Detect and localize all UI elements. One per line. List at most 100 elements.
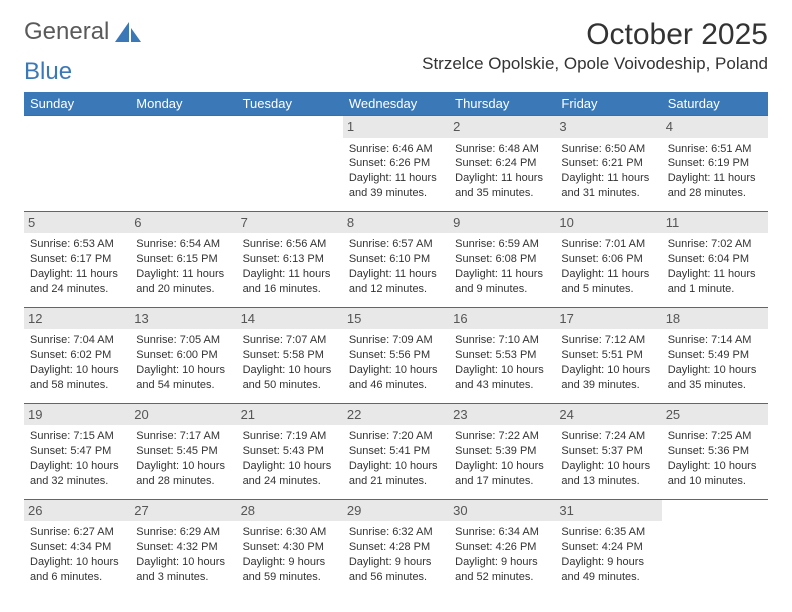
daylight-text: Daylight: 11 hours and 28 minutes. xyxy=(668,171,762,201)
sunrise-text: Sunrise: 6:34 AM xyxy=(455,525,549,540)
sunrise-text: Sunrise: 7:04 AM xyxy=(30,333,124,348)
daylight-text: Daylight: 10 hours and 39 minutes. xyxy=(561,363,655,393)
sunset-text: Sunset: 6:17 PM xyxy=(30,252,124,267)
daylight-text: Daylight: 10 hours and 35 minutes. xyxy=(668,363,762,393)
page-title: October 2025 xyxy=(422,18,768,52)
sunrise-text: Sunrise: 6:27 AM xyxy=(30,525,124,540)
calendar-cell: 18Sunrise: 7:14 AMSunset: 5:49 PMDayligh… xyxy=(662,307,768,403)
calendar-cell: 22Sunrise: 7:20 AMSunset: 5:41 PMDayligh… xyxy=(343,403,449,499)
day-number: 25 xyxy=(662,404,768,426)
calendar-cell: 4Sunrise: 6:51 AMSunset: 6:19 PMDaylight… xyxy=(662,116,768,212)
daylight-text: Daylight: 11 hours and 9 minutes. xyxy=(455,267,549,297)
sunrise-text: Sunrise: 6:35 AM xyxy=(561,525,655,540)
calendar-cell: 15Sunrise: 7:09 AMSunset: 5:56 PMDayligh… xyxy=(343,307,449,403)
day-number: 10 xyxy=(555,212,661,234)
day-number: 23 xyxy=(449,404,555,426)
calendar-cell: 31Sunrise: 6:35 AMSunset: 4:24 PMDayligh… xyxy=(555,499,661,594)
sunrise-text: Sunrise: 6:30 AM xyxy=(243,525,337,540)
day-header: Thursday xyxy=(449,92,555,116)
sunset-text: Sunset: 4:28 PM xyxy=(349,540,443,555)
day-number: 5 xyxy=(24,212,130,234)
sunset-text: Sunset: 5:41 PM xyxy=(349,444,443,459)
daylight-text: Daylight: 9 hours and 52 minutes. xyxy=(455,555,549,585)
daylight-text: Daylight: 11 hours and 12 minutes. xyxy=(349,267,443,297)
calendar-cell: 29Sunrise: 6:32 AMSunset: 4:28 PMDayligh… xyxy=(343,499,449,594)
daylight-text: Daylight: 10 hours and 24 minutes. xyxy=(243,459,337,489)
sunrise-text: Sunrise: 7:17 AM xyxy=(136,429,230,444)
sunrise-text: Sunrise: 6:53 AM xyxy=(30,237,124,252)
daylight-text: Daylight: 11 hours and 20 minutes. xyxy=(136,267,230,297)
sunset-text: Sunset: 6:26 PM xyxy=(349,156,443,171)
day-number: 1 xyxy=(343,116,449,138)
calendar-cell: 3Sunrise: 6:50 AMSunset: 6:21 PMDaylight… xyxy=(555,116,661,212)
sunset-text: Sunset: 5:37 PM xyxy=(561,444,655,459)
daylight-text: Daylight: 10 hours and 28 minutes. xyxy=(136,459,230,489)
daylight-text: Daylight: 10 hours and 13 minutes. xyxy=(561,459,655,489)
calendar-cell: 20Sunrise: 7:17 AMSunset: 5:45 PMDayligh… xyxy=(130,403,236,499)
calendar-week-row: 5 Sunrise: 6:53 AMSunset: 6:17 PM Daylight… xyxy=(24,211,768,307)
day-number: 24 xyxy=(555,404,661,426)
sunrise-text: Sunrise: 6:46 AM xyxy=(349,142,443,157)
sunset-text: Sunset: 6:08 PM xyxy=(455,252,549,267)
sunset-text: Sunset: 4:32 PM xyxy=(136,540,230,555)
day-number: 30 xyxy=(449,500,555,522)
logo-word1: General xyxy=(24,18,109,46)
calendar-cell: 16Sunrise: 7:10 AMSunset: 5:53 PMDayligh… xyxy=(449,307,555,403)
sunrise-text: Sunrise: 7:15 AM xyxy=(30,429,124,444)
sunrise-text: Sunrise: 7:14 AM xyxy=(668,333,762,348)
calendar-week-row: 26Sunrise: 6:27 AMSunset: 4:34 PMDayligh… xyxy=(24,499,768,594)
logo-sail-icon xyxy=(115,22,141,42)
day-number: 17 xyxy=(555,308,661,330)
sunset-text: Sunset: 4:24 PM xyxy=(561,540,655,555)
sunset-text: Sunset: 6:04 PM xyxy=(668,252,762,267)
sunset-text: Sunset: 5:51 PM xyxy=(561,348,655,363)
calendar-cell: 21 Sunrise: 7:19 AMSunset: 5:43 PMDayligh… xyxy=(237,403,343,499)
daylight-text: Daylight: 11 hours and 31 minutes. xyxy=(561,171,655,201)
sunrise-text: Sunrise: 7:19 AM xyxy=(243,429,337,444)
day-header: Monday xyxy=(130,92,236,116)
daylight-text: Daylight: 10 hours and 54 minutes. xyxy=(136,363,230,393)
sunset-text: Sunset: 6:10 PM xyxy=(349,252,443,267)
sunrise-text: Sunrise: 7:25 AM xyxy=(668,429,762,444)
day-header: Saturday xyxy=(662,92,768,116)
calendar-cell: 7Sunrise: 6:56 AMSunset: 6:13 PMDaylight… xyxy=(237,211,343,307)
sunset-text: Sunset: 5:58 PM xyxy=(243,348,337,363)
sunset-text: Sunset: 6:19 PM xyxy=(668,156,762,171)
sunset-text: Sunset: 5:43 PM xyxy=(243,444,337,459)
calendar-cell: 24Sunrise: 7:24 AMSunset: 5:37 PMDayligh… xyxy=(555,403,661,499)
sunset-text: Sunset: 4:26 PM xyxy=(455,540,549,555)
sunrise-text: Sunrise: 7:10 AM xyxy=(455,333,549,348)
daylight-text: Daylight: 10 hours and 17 minutes. xyxy=(455,459,549,489)
sunrise-text: Sunrise: 6:59 AM xyxy=(455,237,549,252)
calendar-cell: 2Sunrise: 6:48 AMSunset: 6:24 PMDaylight… xyxy=(449,116,555,212)
sunset-text: Sunset: 4:30 PM xyxy=(243,540,337,555)
sunrise-text: Sunrise: 6:56 AM xyxy=(243,237,337,252)
calendar-cell: 26Sunrise: 6:27 AMSunset: 4:34 PMDayligh… xyxy=(24,499,130,594)
day-number: 4 xyxy=(662,116,768,138)
sunset-text: Sunset: 4:34 PM xyxy=(30,540,124,555)
day-number: 13 xyxy=(130,308,236,330)
day-number: 21 xyxy=(237,404,343,426)
calendar-week-row: 12Sunrise: 7:04 AMSunset: 6:02 PMDayligh… xyxy=(24,307,768,403)
daylight-text: Daylight: 10 hours and 32 minutes. xyxy=(30,459,124,489)
day-number: 15 xyxy=(343,308,449,330)
day-number: 18 xyxy=(662,308,768,330)
calendar-cell: 5Sunrise: 6:53 AMSunset: 6:17 PMDaylight… xyxy=(24,211,130,307)
logo: General xyxy=(24,18,141,46)
sunrise-text: Sunrise: 6:54 AM xyxy=(136,237,230,252)
day-number: 9 xyxy=(449,212,555,234)
sunset-text: Sunset: 6:02 PM xyxy=(30,348,124,363)
day-number: 6 xyxy=(130,212,236,234)
calendar-cell: 12Sunrise: 7:04 AMSunset: 6:02 PMDayligh… xyxy=(24,307,130,403)
sunset-text: Sunset: 6:21 PM xyxy=(561,156,655,171)
daylight-text: Daylight: 9 hours and 49 minutes. xyxy=(561,555,655,585)
calendar-week-row: 19Sunrise: 7:15 AMSunset: 5:47 PMDayligh… xyxy=(24,403,768,499)
daylight-text: Daylight: 11 hours and 5 minutes. xyxy=(561,267,655,297)
sunrise-text: Sunrise: 7:09 AM xyxy=(349,333,443,348)
day-number: 7 xyxy=(237,212,343,234)
daylight-text: Daylight: 10 hours and 43 minutes. xyxy=(455,363,549,393)
calendar-body: 1 Sunrise: 6:46 AMSunset: 6:26 PM Daylight… xyxy=(24,116,768,595)
daylight-text: Daylight: 9 hours and 56 minutes. xyxy=(349,555,443,585)
calendar-cell: 17Sunrise: 7:12 AMSunset: 5:51 PMDayligh… xyxy=(555,307,661,403)
daylight-text: Daylight: 10 hours and 50 minutes. xyxy=(243,363,337,393)
